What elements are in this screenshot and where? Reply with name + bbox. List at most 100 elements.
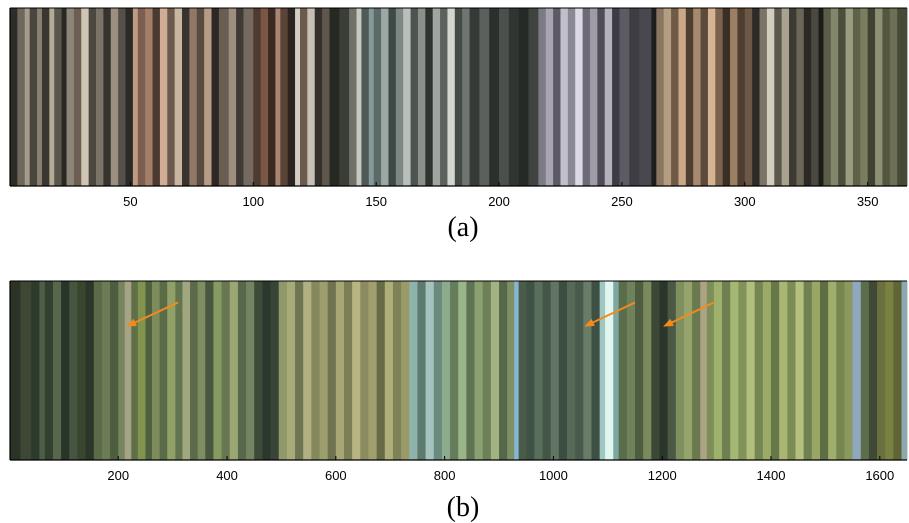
color-band: [589, 8, 598, 186]
color-band: [425, 8, 434, 186]
color-band: [190, 281, 199, 460]
color-band: [24, 8, 31, 186]
color-band: [368, 8, 375, 186]
color-band: [41, 8, 50, 186]
color-band: [103, 8, 112, 186]
color-band: [205, 281, 214, 460]
color-band: [643, 281, 652, 460]
color-band: [518, 8, 529, 186]
color-band: [707, 8, 716, 186]
color-band: [125, 8, 134, 186]
color-band: [368, 281, 378, 460]
color-band: [811, 8, 819, 186]
color-band: [197, 281, 206, 460]
color-band: [507, 281, 515, 460]
x-tick-label: 800: [434, 468, 456, 483]
color-band: [268, 8, 276, 186]
color-band: [591, 281, 601, 460]
color-band: [746, 281, 756, 460]
color-band: [376, 281, 386, 460]
color-band: [844, 281, 853, 460]
color-band: [618, 281, 628, 460]
color-band: [629, 8, 640, 186]
color-band: [61, 281, 70, 460]
x-tick-label: 400: [216, 468, 238, 483]
color-band: [752, 8, 760, 186]
color-band: [605, 281, 614, 460]
color-band: [528, 8, 539, 186]
color-band: [567, 281, 576, 460]
color-band: [287, 8, 296, 186]
color-band: [867, 8, 876, 186]
color-band: [392, 281, 402, 460]
color-band: [893, 281, 902, 460]
color-band: [295, 281, 304, 460]
x-tick-label: 200: [488, 194, 510, 209]
color-band: [458, 281, 467, 460]
color-band: [675, 281, 685, 460]
color-band: [174, 8, 183, 186]
color-band: [52, 281, 62, 460]
color-band: [604, 8, 613, 186]
color-band: [311, 281, 320, 460]
color-band: [221, 281, 231, 460]
x-tick-label: 100: [242, 194, 264, 209]
color-band: [560, 8, 569, 186]
color-band: [836, 281, 845, 460]
color-band: [803, 281, 813, 460]
color-band: [69, 281, 78, 460]
color-band: [307, 8, 316, 186]
color-band: [352, 281, 361, 460]
color-band: [441, 281, 451, 460]
x-tick-label: 1600: [865, 468, 894, 483]
color-band: [762, 281, 772, 460]
color-band: [838, 8, 846, 186]
color-band: [692, 281, 701, 460]
color-band: [545, 8, 554, 186]
color-band: [852, 8, 861, 186]
color-band: [319, 281, 329, 460]
color-band: [744, 8, 753, 186]
color-band: [440, 8, 448, 186]
color-band: [37, 8, 43, 186]
color-band: [818, 8, 824, 186]
color-band: [329, 8, 340, 186]
color-band: [175, 281, 183, 460]
color-band: [700, 281, 708, 460]
color-band: [327, 281, 337, 460]
color-band: [196, 8, 205, 186]
color-band: [395, 8, 404, 186]
color-band: [789, 8, 797, 186]
color-band: [410, 8, 419, 186]
panel-b-caption: (b): [447, 492, 480, 523]
color-band: [796, 8, 805, 186]
color-band: [558, 281, 568, 460]
color-band: [152, 8, 161, 186]
color-band: [61, 8, 67, 186]
color-band: [490, 281, 500, 460]
color-band: [182, 8, 190, 186]
color-band: [469, 8, 480, 186]
color-band: [118, 281, 126, 460]
color-band: [425, 281, 435, 460]
color-band: [229, 281, 239, 460]
color-band: [228, 8, 237, 186]
color-band: [314, 8, 323, 186]
color-band: [213, 281, 222, 460]
color-band: [479, 8, 490, 186]
color-band: [819, 281, 829, 460]
x-tick-label: 50: [123, 194, 137, 209]
color-band: [278, 281, 288, 460]
color-band: [722, 281, 731, 460]
color-band: [384, 281, 394, 460]
color-band: [466, 281, 475, 460]
color-band: [73, 8, 82, 186]
panel-b: 200 400 600 800 1000 1200 1400 1600: [9, 280, 908, 483]
color-band: [132, 8, 139, 186]
color-band: [667, 281, 677, 460]
color-band: [875, 8, 883, 186]
color-band: [534, 281, 543, 460]
x-tick-label: 1400: [757, 468, 786, 483]
